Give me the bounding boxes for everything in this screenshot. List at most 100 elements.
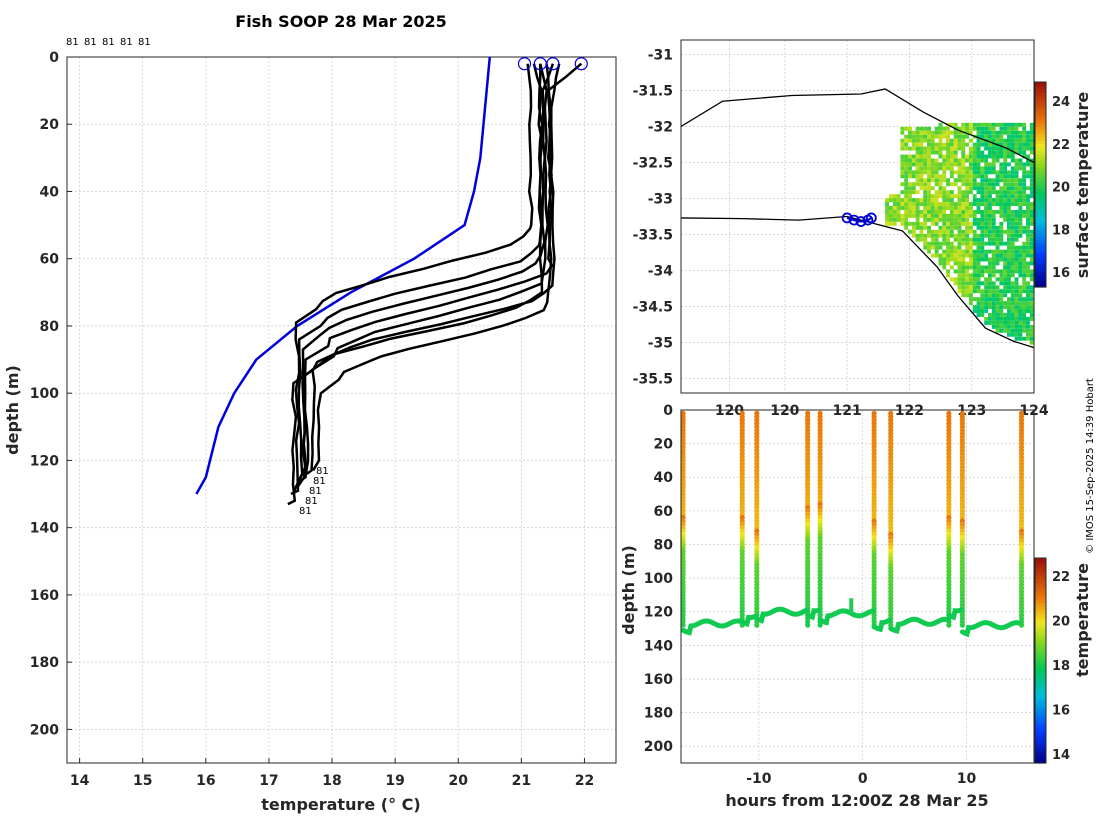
sst-pixel (984, 269, 989, 274)
sst-pixel (968, 301, 973, 306)
sst-pixel (961, 289, 966, 294)
colorbar-frame (1034, 81, 1047, 288)
sst-pixel (957, 289, 962, 294)
sst-pixel (991, 249, 996, 254)
sst-pixel (984, 210, 989, 214)
sst-pixel (1014, 158, 1019, 163)
sst-pixel (957, 130, 962, 135)
sst-pixel (919, 138, 924, 143)
sst-pixel (972, 122, 977, 127)
sst-pixel (892, 210, 897, 214)
sst-pixel (980, 233, 985, 238)
sst-pixel (999, 269, 1004, 274)
sst-pixel (1007, 178, 1011, 183)
sst-pixel (976, 130, 981, 135)
sst-pixel (888, 217, 893, 222)
sst-pixel (927, 206, 931, 210)
sst-pixel (927, 174, 931, 179)
sst-pixel (1003, 257, 1008, 262)
section-colorbar-label: temperature (1073, 563, 1092, 677)
sst-pixel (995, 170, 1000, 175)
sst-pixel (984, 198, 989, 203)
sst-pixel (930, 174, 935, 179)
profile-end-label: 81 (316, 466, 329, 477)
sst-pixel (976, 289, 981, 294)
sst-pixel (923, 138, 928, 143)
sst-pixel (1026, 233, 1030, 238)
sst-pixel (919, 178, 924, 183)
sst-pixel (1018, 202, 1023, 206)
y-tick-label: 160 (30, 588, 59, 604)
sst-pixel (965, 178, 970, 183)
sst-pixel (999, 229, 1004, 234)
bottom-trace (739, 613, 759, 628)
sst-pixel (1022, 186, 1027, 191)
sst-pixel (991, 253, 996, 258)
map-x-tick-label: 122 (895, 403, 924, 419)
map-colorbar-label: surface temperature (1073, 92, 1092, 279)
sst-pixel (1029, 249, 1034, 254)
top-label: 81 (102, 37, 115, 48)
sst-pixel (965, 182, 970, 187)
colorbar-segment (1035, 588, 1046, 593)
sst-pixel (965, 237, 970, 242)
sst-pixel (1018, 316, 1023, 321)
profile-end-label: 81 (313, 476, 326, 487)
sst-pixel (957, 178, 962, 183)
sst-pixel (984, 297, 989, 302)
sst-pixel (991, 316, 996, 321)
sst-pixel (961, 293, 966, 298)
sst-pixel (991, 210, 996, 214)
sst-pixel (949, 257, 954, 262)
sst-pixel (991, 170, 996, 175)
sst-pixel (942, 162, 947, 167)
colorbar-segment (1035, 663, 1046, 668)
sst-pixel (991, 301, 996, 306)
sst-pixel (961, 138, 966, 143)
sst-pixel (896, 210, 901, 214)
sst-pixel (1022, 289, 1027, 294)
sst-pixel (995, 313, 1000, 317)
sst-pixel (1026, 328, 1030, 333)
colorbar-segment (1035, 205, 1046, 210)
sst-pixel (999, 198, 1004, 203)
colorbar-segment (1035, 619, 1046, 624)
sst-pixel (927, 146, 931, 151)
sst-pixel (961, 237, 966, 242)
sst-pixel (1029, 142, 1034, 147)
sst-pixel (927, 170, 931, 175)
sst-pixel (1007, 245, 1011, 250)
sst-pixel (980, 313, 985, 317)
surface-marker (533, 57, 547, 71)
x-tick-label: 18 (322, 773, 341, 789)
y-tick-label: 140 (30, 521, 59, 537)
sst-pixel (1026, 217, 1030, 222)
cast-sample (959, 622, 965, 628)
sst-pixel (980, 210, 985, 214)
sst-pixel (1007, 170, 1011, 175)
sst-pixel (1010, 190, 1015, 195)
sst-pixel (1029, 233, 1034, 238)
sst-pixel (1029, 241, 1034, 246)
sst-pixel (961, 146, 966, 151)
sst-pixel (1007, 130, 1011, 135)
sst-pixel (976, 142, 981, 147)
sst-pixel (1014, 261, 1019, 266)
ship-track-marker (841, 212, 853, 224)
sst-pixel (946, 138, 950, 143)
colorbar-segment (1035, 650, 1046, 655)
sst-pixel (923, 241, 928, 246)
sst-pixel (1029, 134, 1034, 139)
sst-pixel (965, 281, 970, 286)
sst-pixel (987, 281, 992, 286)
coastline-north (681, 88, 1034, 164)
sst-pixel (1014, 194, 1019, 199)
sst-pixel (991, 313, 996, 317)
colorbar-segment (1035, 174, 1046, 179)
map-y-tick-label: -31 (648, 47, 673, 63)
sst-pixel (930, 233, 935, 238)
sst-pixel (984, 253, 989, 258)
sst-pixel (1029, 277, 1034, 282)
sst-pixel (957, 202, 962, 206)
